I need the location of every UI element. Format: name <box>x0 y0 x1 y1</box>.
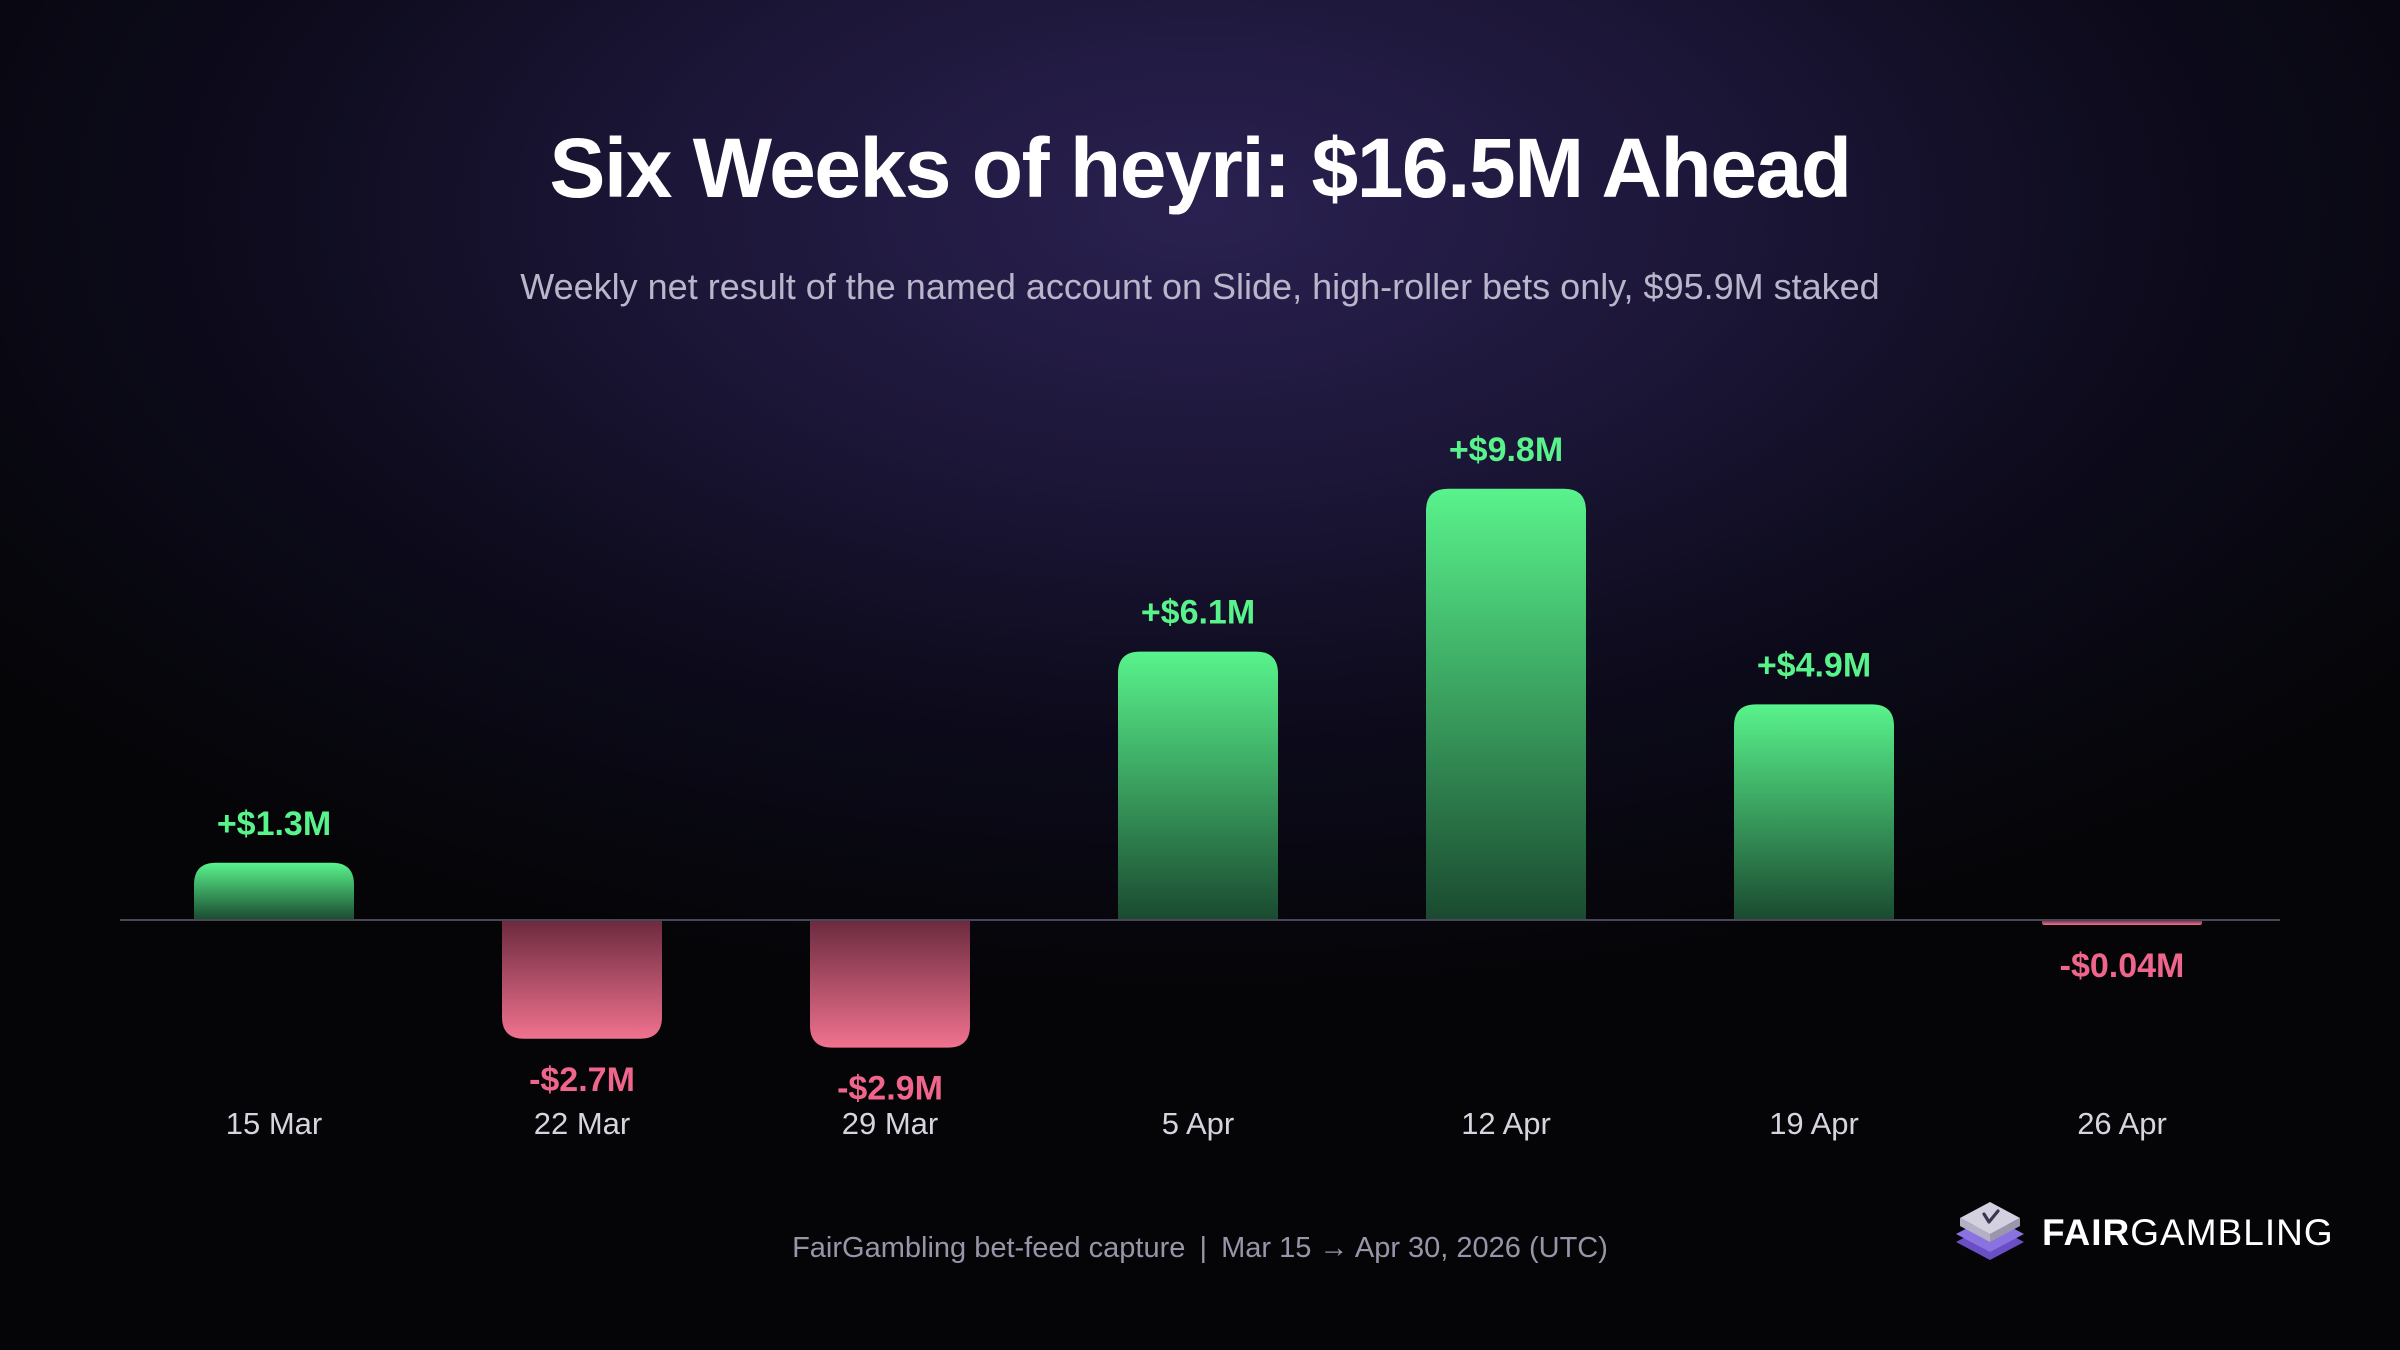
bar-29-mar <box>810 920 970 1048</box>
footer-separator: | <box>1199 1232 1208 1264</box>
x-tick-label: 29 Mar <box>842 1106 938 1141</box>
footer-date-range: Mar 15 → Apr 30, 2026 (UTC) <box>1221 1232 1608 1264</box>
bars-layer <box>194 488 2202 1048</box>
x-tick-label: 26 Apr <box>2077 1106 2167 1141</box>
bar-22-mar <box>502 920 662 1039</box>
value-label-12-apr: +$9.8M <box>1449 431 1563 469</box>
brand-name-bold: FAIR <box>2042 1212 2131 1253</box>
value-label-19-apr: +$4.9M <box>1757 646 1871 684</box>
bar-5-apr <box>1118 651 1278 920</box>
footer-source: FairGambling bet-feed capture <box>792 1232 1186 1264</box>
x-tick-label: 22 Mar <box>534 1106 630 1141</box>
chart-title: Six Weeks of heyri: $16.5M Ahead <box>549 121 1852 215</box>
value-label-5-apr: +$6.1M <box>1141 594 1255 632</box>
x-tick-label: 15 Mar <box>226 1106 322 1141</box>
value-label-26-apr: -$0.04M <box>2060 947 2185 985</box>
brand-name-regular: GAMBLING <box>2130 1212 2334 1253</box>
bar-12-apr <box>1426 488 1586 920</box>
x-tick-label: 5 Apr <box>1162 1106 1234 1141</box>
brand-logo: FAIRGAMBLING <box>1954 1198 2334 1268</box>
value-label-22-mar: -$2.7M <box>529 1061 635 1099</box>
bar-15-mar <box>194 862 354 920</box>
x-tick-label: 19 Apr <box>1769 1106 1859 1141</box>
value-label-29-mar: -$2.9M <box>837 1070 943 1108</box>
x-tick-label: 12 Apr <box>1461 1106 1551 1141</box>
value-label-15-mar: +$1.3M <box>217 805 331 843</box>
chart-subtitle: Weekly net result of the named account o… <box>520 266 1880 307</box>
fairgambling-logo-icon <box>1956 1202 2024 1260</box>
footer-caption: FairGambling bet-feed capture | Mar 15 →… <box>0 1231 2400 1266</box>
bar-19-apr <box>1734 704 1894 920</box>
bar-26-apr <box>2042 920 2202 925</box>
brand-wordmark: FAIRGAMBLING <box>2042 1212 2334 1254</box>
